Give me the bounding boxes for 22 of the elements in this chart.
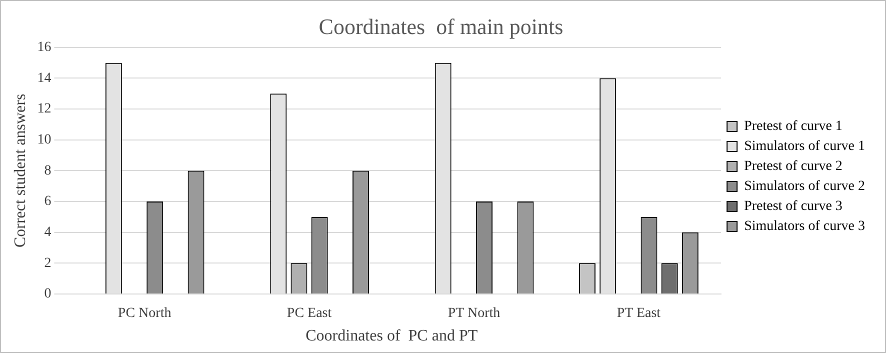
y-tick-label: 14 [37, 70, 52, 86]
legend-label: Simulators of curve 2 [744, 179, 865, 194]
x-axis-title: Coordinates of PC and PT [306, 328, 478, 345]
x-tick-label: PC North [118, 306, 172, 322]
y-tick-label: 6 [44, 194, 52, 210]
y-tick-label: 2 [44, 256, 52, 271]
x-tick-label: PC East [286, 306, 332, 322]
y-tick-label: 8 [44, 163, 52, 178]
x-tick-label: PT North [448, 306, 500, 322]
legend-label: Pretest of curve 1 [744, 119, 842, 134]
legend-label: Pretest of curve 3 [744, 199, 842, 214]
x-tick-label: PT East [616, 306, 661, 322]
y-tick-label: 12 [37, 102, 52, 117]
legend-label: Simulators of curve 3 [744, 219, 865, 234]
legend-label: Pretest of curve 2 [744, 159, 842, 174]
y-tick-label: 10 [37, 132, 52, 148]
chart-title: Coordinates of main points [318, 14, 564, 39]
legend-label: Simulators of curve 1 [744, 139, 865, 154]
y-tick-label: 0 [44, 286, 52, 302]
y-axis-title: Correct student answers [12, 94, 29, 248]
y-tick-label: 16 [37, 40, 52, 56]
y-tick-label: 4 [44, 225, 52, 240]
